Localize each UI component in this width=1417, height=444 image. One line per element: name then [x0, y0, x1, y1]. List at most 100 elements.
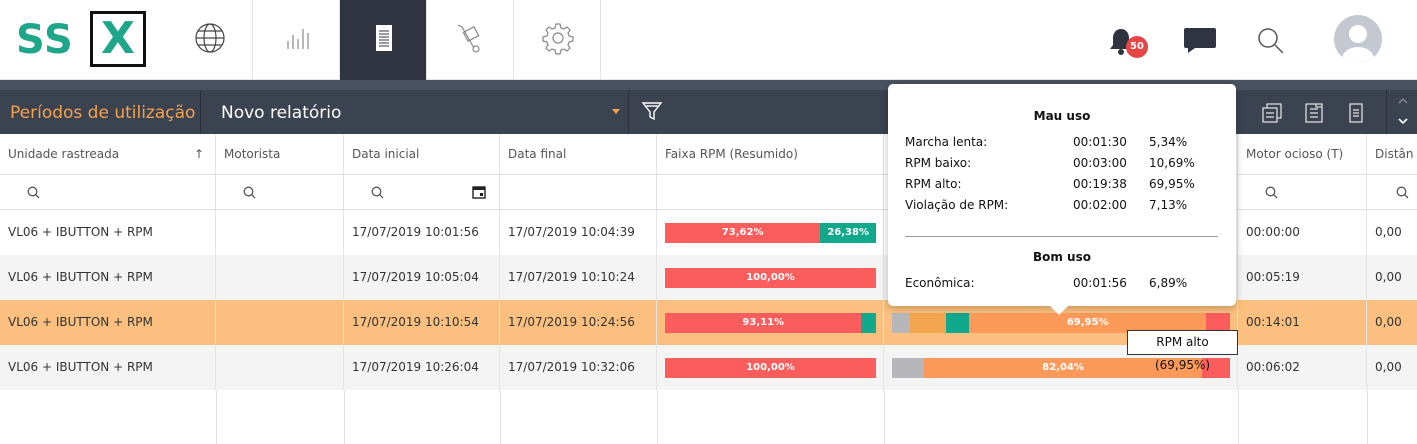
rpm-bar[interactable]: 82,04%: [892, 358, 1230, 378]
popup-item-percent: 5,34%: [1149, 135, 1188, 149]
sort-ascending-icon[interactable]: ↑: [194, 147, 205, 161]
popup-item-time: 00:19:38: [1073, 177, 1127, 191]
cell-data-final: 17/07/2019 10:04:39: [500, 210, 657, 255]
rpm-bar[interactable]: 73,62% 26,38%: [665, 223, 876, 243]
columns-icon[interactable]: [1260, 101, 1284, 125]
cell-unidade: VL06 + IBUTTON + RPM: [0, 300, 216, 345]
chevron-up-icon[interactable]: [1397, 96, 1409, 104]
rpm-bar-segment[interactable]: [892, 358, 925, 378]
cell-motorista: [216, 300, 344, 345]
rpm-bar[interactable]: 93,11%: [665, 313, 876, 333]
nav-globe-button[interactable]: [166, 0, 253, 80]
cell-distancia: 0,00: [1375, 315, 1402, 329]
rpm-bar-segment[interactable]: 69,95%: [969, 313, 1206, 333]
filter-data-inicial[interactable]: [344, 175, 500, 210]
column-label: Motorista: [224, 147, 281, 161]
calendar-icon[interactable]: [472, 185, 486, 199]
rpm-bar-segment[interactable]: [892, 313, 911, 333]
rpm-bar-segment[interactable]: [910, 313, 947, 333]
table-header: Unidade rastreada ↑ Motorista Data inici…: [0, 134, 1417, 175]
ssx-logo[interactable]: SS X: [0, 0, 166, 80]
cell-data-final: 17/07/2019 10:32:06: [500, 345, 657, 390]
cell-motor-ocioso: 00:05:19: [1238, 255, 1367, 300]
rpm-bar-segment[interactable]: 100,00%: [665, 268, 876, 288]
popup-item: Marcha lenta: 00:01:30 5,34%: [905, 136, 1218, 148]
nav-settings-button[interactable]: [514, 0, 601, 80]
rpm-bar-segment[interactable]: 93,11%: [665, 313, 862, 333]
filter-faixa-rpm: [884, 175, 1238, 210]
cell-faixa-rpm: [884, 255, 1238, 300]
user-avatar[interactable]: [1334, 15, 1382, 63]
cell-data-final: 17/07/2019 10:24:56: [500, 300, 657, 345]
search-icon[interactable]: [1257, 27, 1285, 55]
popup-item: Econômica: 00:01:56 6,89%: [905, 277, 1218, 289]
search-icon: [1265, 186, 1278, 199]
column-header-distancia[interactable]: Distân: [1367, 134, 1417, 175]
search-icon: [27, 186, 40, 199]
rpm-bar-segment[interactable]: 26,38%: [820, 223, 876, 243]
rpm-bar[interactable]: 100,00%: [665, 268, 876, 288]
column-header-faixa-rpm[interactable]: [884, 134, 1238, 175]
table-row[interactable]: VL06 + IBUTTON + RPM 17/07/2019 10:01:56 1…: [0, 210, 1417, 255]
popup-item-time: 00:03:00: [1073, 156, 1127, 170]
rpm-bar[interactable]: 69,95%: [892, 313, 1230, 333]
popup-item-label: Violação de RPM:: [905, 198, 1009, 212]
cell-data-inicial: 17/07/2019 10:10:54: [344, 300, 500, 345]
cell-distancia: 0,00: [1375, 225, 1402, 239]
nav-reports-button[interactable]: [340, 0, 427, 80]
filter-faixa-resumido: [657, 175, 884, 210]
divider: [200, 90, 201, 134]
top-navbar: SS X: [0, 0, 1417, 80]
filter-distancia[interactable]: [1367, 175, 1417, 210]
popup-item-percent: 7,13%: [1149, 198, 1188, 212]
column-header-unidade[interactable]: Unidade rastreada ↑: [0, 134, 216, 175]
cell-faixa-rpm: [884, 210, 1238, 255]
document-icon[interactable]: [1344, 101, 1368, 125]
filter-motor-ocioso[interactable]: [1238, 175, 1367, 210]
cell-unidade: VL06 + IBUTTON + RPM: [0, 345, 216, 390]
popup-item-time: 00:02:00: [1073, 198, 1127, 212]
popup-section-title: Bom uso: [1032, 250, 1091, 264]
popup-item-percent: 10,69%: [1149, 156, 1195, 170]
filter-icon[interactable]: [641, 100, 663, 122]
rpm-bar-segment[interactable]: 73,62%: [665, 223, 821, 243]
chat-icon[interactable]: [1183, 26, 1217, 54]
popup-item-time: 00:01:56: [1073, 276, 1127, 290]
filter-motorista[interactable]: [216, 175, 344, 210]
cell-data-inicial: 17/07/2019 10:05:04: [344, 255, 500, 300]
column-header-data-inicial[interactable]: Data inicial: [344, 134, 500, 175]
export-doc-icon[interactable]: [1302, 101, 1326, 125]
popup-item: Violação de RPM: 00:02:00 7,13%: [905, 199, 1218, 211]
rpm-bar-segment[interactable]: [946, 313, 970, 333]
cell-distancia: 0,00: [1375, 270, 1402, 284]
cell-data-inicial: 17/07/2019 10:26:04: [344, 345, 500, 390]
rpm-bar-segment[interactable]: [861, 313, 876, 333]
chevron-down-icon[interactable]: [1397, 118, 1409, 126]
nav-charts-button[interactable]: [253, 0, 340, 80]
toolbar-scroll-control[interactable]: [1386, 90, 1417, 134]
segment-tooltip: RPM alto (69,95%): [1127, 330, 1238, 372]
rpm-bar-segment[interactable]: [1205, 313, 1230, 333]
cell-faixa-resumido: [657, 345, 884, 390]
popup-item-time: 00:01:30: [1073, 135, 1127, 149]
rpm-bar-segment[interactable]: [1201, 358, 1230, 378]
filter-unidade[interactable]: [0, 175, 216, 210]
column-header-motor-ocioso[interactable]: Motor ocioso (T): [1238, 134, 1367, 175]
logo-x: X: [101, 13, 135, 64]
table-row[interactable]: VL06 + IBUTTON + RPM 17/07/2019 10:26:04 1…: [0, 345, 1417, 390]
nav-logistics-button[interactable]: [427, 0, 514, 80]
hand-truck-icon: [457, 24, 480, 53]
column-header-motorista[interactable]: Motorista: [216, 134, 344, 175]
column-header-faixa-rpm-resumido[interactable]: Faixa RPM (Resumido): [657, 134, 884, 175]
cell-motorista: [216, 210, 344, 255]
column-header-data-final[interactable]: Data final: [500, 134, 657, 175]
popup-item-percent: 6,89%: [1149, 276, 1188, 290]
filter-data-final[interactable]: [500, 175, 657, 210]
cell-distancia: 0,00: [1375, 360, 1402, 374]
cell-faixa-rpm: [884, 300, 1238, 345]
rpm-bar[interactable]: 100,00%: [665, 358, 876, 378]
rpm-bar-segment[interactable]: 100,00%: [665, 358, 876, 378]
rpm-bar-segment[interactable]: 82,04%: [924, 358, 1202, 378]
popup-item: RPM alto: 00:19:38 69,95%: [905, 178, 1218, 190]
